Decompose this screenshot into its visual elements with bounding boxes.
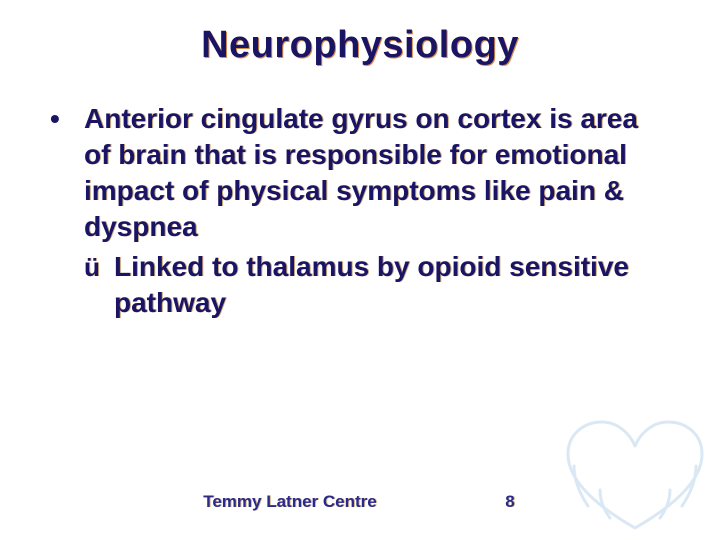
heart-hands-watermark-icon [550,410,720,540]
slide-footer: Temmy Latner Centre 8 [0,492,720,512]
footer-page-number: 8 [440,492,580,512]
check-icon: ü [84,249,114,285]
bullet-item: • Anterior cingulate gyrus on cortex is … [50,101,670,245]
slide-title: Neurophysiology [40,24,680,67]
slide-body: • Anterior cingulate gyrus on cortex is … [40,101,680,321]
bullet-marker: • [50,101,84,137]
subbullet-item: ü Linked to thalamus by opioid sensitive… [50,249,670,321]
bullet-text: Anterior cingulate gyrus on cortex is ar… [84,101,670,245]
slide: Neurophysiology • Anterior cingulate gyr… [0,0,720,540]
subbullet-text: Linked to thalamus by opioid sensitive p… [114,249,670,321]
footer-org: Temmy Latner Centre [140,492,440,512]
